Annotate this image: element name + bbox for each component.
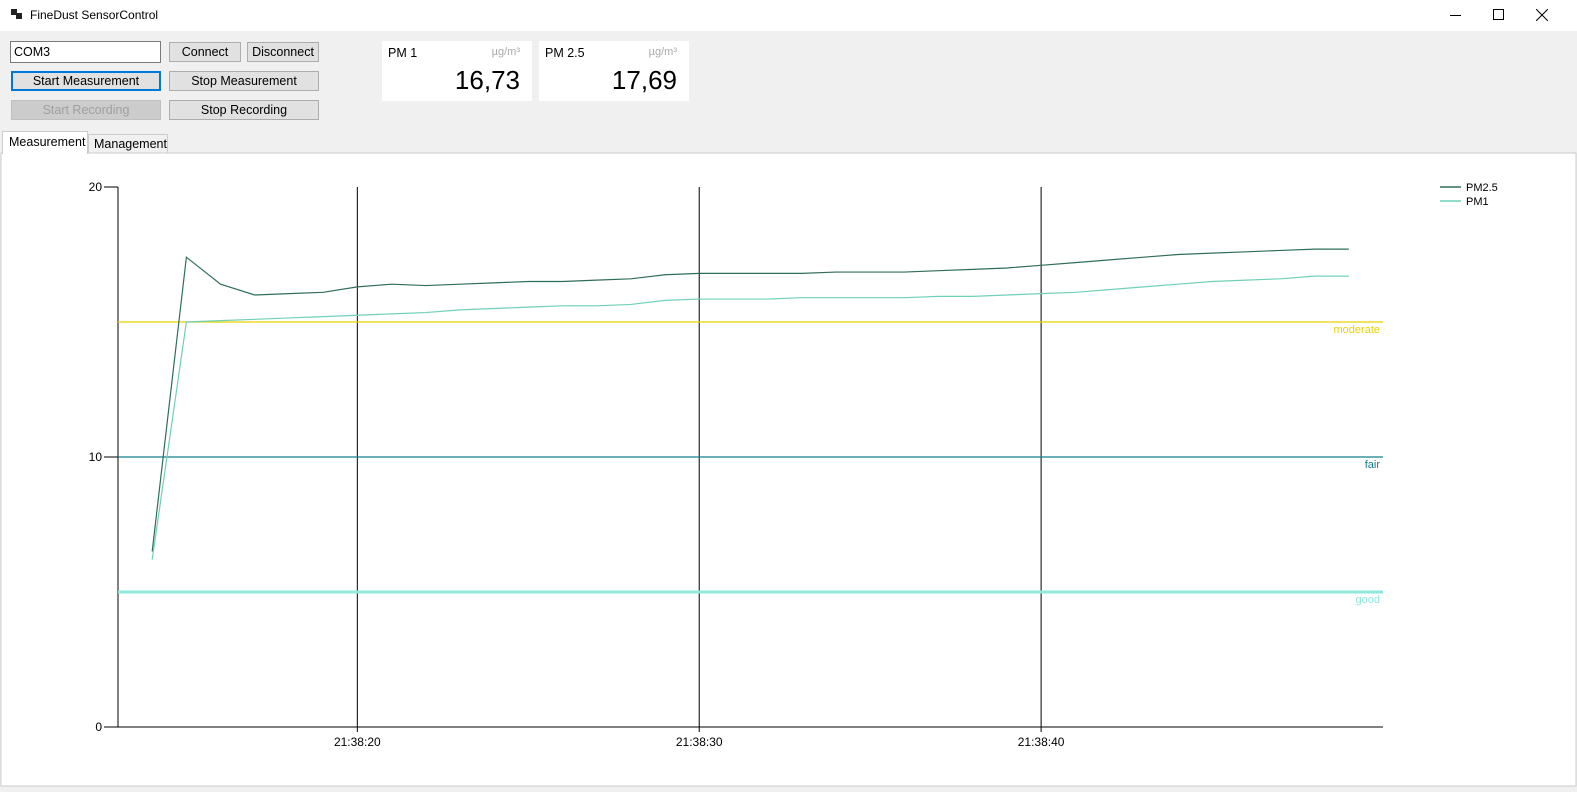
y-tick-label: 20 xyxy=(89,180,103,194)
reading-value: 17,69 xyxy=(611,65,677,95)
threshold-label: moderate xyxy=(1334,324,1380,336)
title-bar: FineDust SensorControl xyxy=(0,0,1577,31)
chart-area xyxy=(0,152,1577,787)
data-line xyxy=(151,248,1349,552)
threshold-label: fair xyxy=(1365,459,1381,471)
reading-unit: µg/m³ xyxy=(648,46,677,58)
maximize-button[interactable] xyxy=(1493,9,1504,20)
start-measurement-button[interactable]: Start Measurement xyxy=(11,71,161,91)
x-tick-label: 21:38:40 xyxy=(1018,735,1065,749)
disconnect-button[interactable]: Disconnect xyxy=(247,42,319,62)
legend-label: PM2.5 xyxy=(1466,182,1498,194)
start-recording-button: Start Recording xyxy=(11,100,161,120)
legend-label: PM1 xyxy=(1466,196,1489,208)
connect-button[interactable]: Connect xyxy=(169,42,241,62)
data-line xyxy=(151,275,1349,560)
x-tick-label: 21:38:30 xyxy=(676,735,723,749)
minimize-button[interactable] xyxy=(1450,15,1461,16)
y-tick-label: 0 xyxy=(95,720,102,734)
tab-management[interactable]: Management xyxy=(88,134,168,153)
x-tick-label: 21:38:20 xyxy=(334,735,381,749)
tab-measurement[interactable]: Measurement xyxy=(2,131,88,154)
reading-value: 16,73 xyxy=(454,65,520,95)
app-icon xyxy=(11,9,17,15)
pm25-panel: PM 2.5 µg/m³ 17,69 xyxy=(539,41,689,101)
threshold-label: good xyxy=(1356,594,1380,606)
reading-unit: µg/m³ xyxy=(491,46,520,58)
reading-label: PM 1 xyxy=(388,46,418,60)
reading-label: PM 2.5 xyxy=(545,46,585,60)
pm1-panel: PM 1 µg/m³ 16,73 xyxy=(382,41,532,101)
app-icon xyxy=(16,13,22,19)
stop-recording-button[interactable]: Stop Recording xyxy=(169,100,319,120)
port-input[interactable]: COM3 xyxy=(10,41,161,63)
y-tick-label: 10 xyxy=(89,450,103,464)
close-button[interactable] xyxy=(1536,9,1548,21)
window-title: FineDust SensorControl xyxy=(30,8,159,22)
stop-measurement-button[interactable]: Stop Measurement xyxy=(169,71,319,91)
